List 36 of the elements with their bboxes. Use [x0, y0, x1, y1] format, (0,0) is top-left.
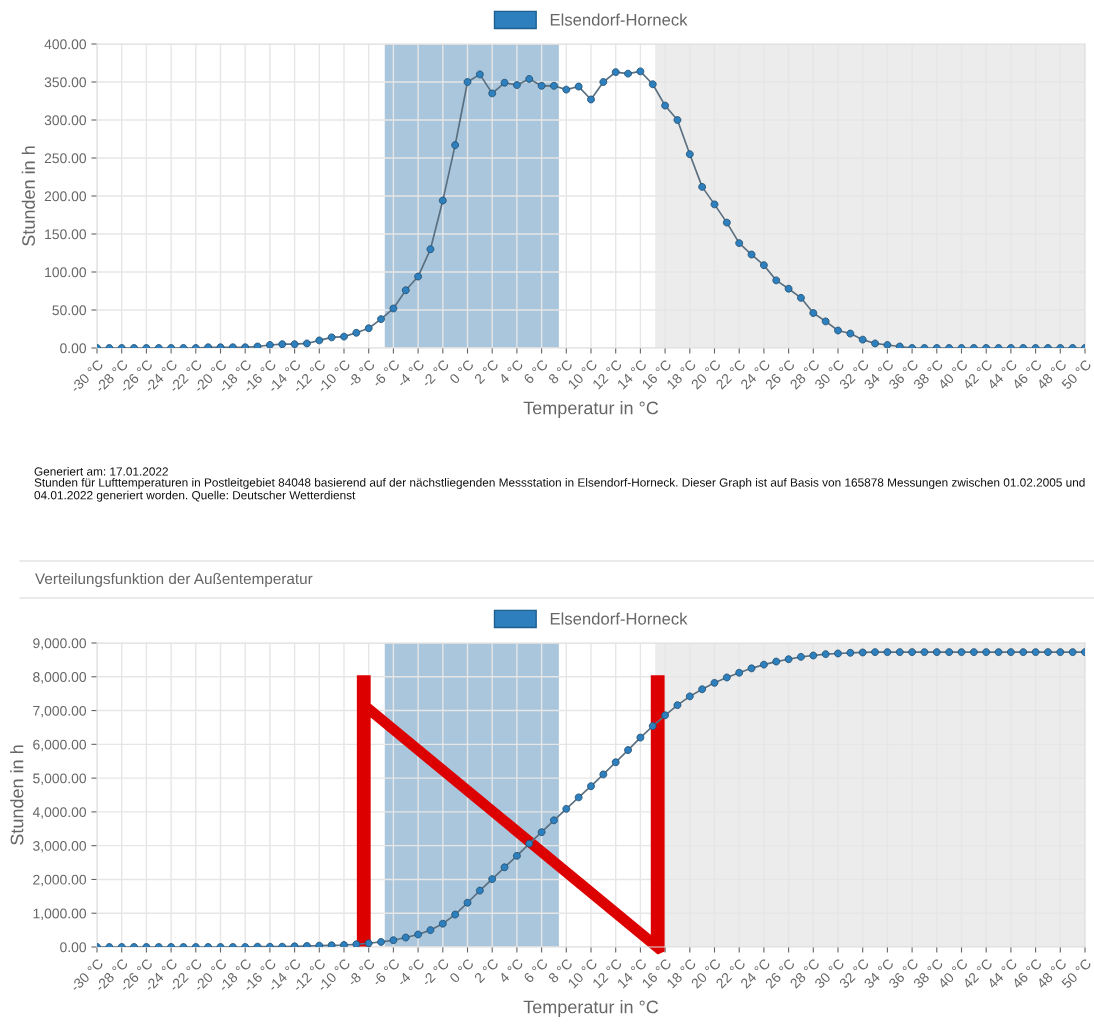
x-tick-label: 6 °C — [523, 359, 549, 385]
x-tick-label: 2 °C — [473, 359, 500, 385]
y-tick-label: 150.00 — [45, 229, 87, 240]
x-tick-label: 6 °C — [523, 958, 549, 984]
y-tick-label: 0.00 — [60, 343, 87, 354]
y-tick-label: 4,000.00 — [32, 807, 87, 819]
x-tick-label: 4 °C — [498, 958, 524, 984]
y-tick-label: 7,000.00 — [33, 705, 87, 718]
x-tick-label: 2 °C — [473, 958, 500, 984]
y-tick-label: 1,000.00 — [33, 908, 87, 921]
y-tick-label: 100.00 — [45, 267, 87, 278]
y-tick-label: 250.00 — [44, 153, 87, 164]
y-tick-label: 6,000.00 — [33, 739, 87, 752]
x-tick-label: 4 °C — [498, 359, 524, 385]
y-tick-label: 50.00 — [52, 305, 87, 316]
y-axis-title: Stunden in h — [21, 146, 35, 246]
text: Stunden für Lufttemperaturen in Postleitgebiet 84048 basierend auf der nächstliegenden Messstation in Elsendorf-Horneck. Dieser Graph ist auf Basis von 165878 Messungen zwischen 01.02.2005 und 04.01.2022 generiert worden. Quelle: Deutscher Wetterdienst — [34, 478, 1085, 502]
chart-title: Verteilungsfunktion der Außentemperatur — [35, 572, 313, 588]
y-tick-label: 9,000.00 — [33, 638, 87, 650]
x-axis-title: Temperatur in °C — [523, 401, 659, 418]
x-tick-label: 0 °C — [448, 359, 475, 385]
y-tick-label: 3,000.00 — [33, 841, 87, 853]
y-tick-label: 350.00 — [44, 77, 87, 88]
text: Generiert am: 17.01.2022 — [34, 467, 168, 476]
y-axis-title: Stunden in h — [10, 745, 24, 845]
y-tick-label: 8,000.00 — [33, 672, 87, 684]
y-tick-label: 0.00 — [60, 942, 87, 953]
y-tick-label: 300.00 — [44, 115, 87, 126]
y-tick-label: 400.00 — [44, 39, 87, 50]
y-tick-label: 5,000.00 — [33, 773, 87, 785]
y-tick-label: 2,000.00 — [33, 874, 87, 887]
y-tick-label: 200.00 — [44, 191, 87, 202]
legend-label: Elsendorf-Horneck — [550, 13, 688, 26]
x-axis-title: Temperatur in °C — [523, 1000, 659, 1017]
legend-label: Elsendorf-Horneck — [550, 612, 688, 625]
x-tick-label: 0 °C — [448, 958, 475, 984]
